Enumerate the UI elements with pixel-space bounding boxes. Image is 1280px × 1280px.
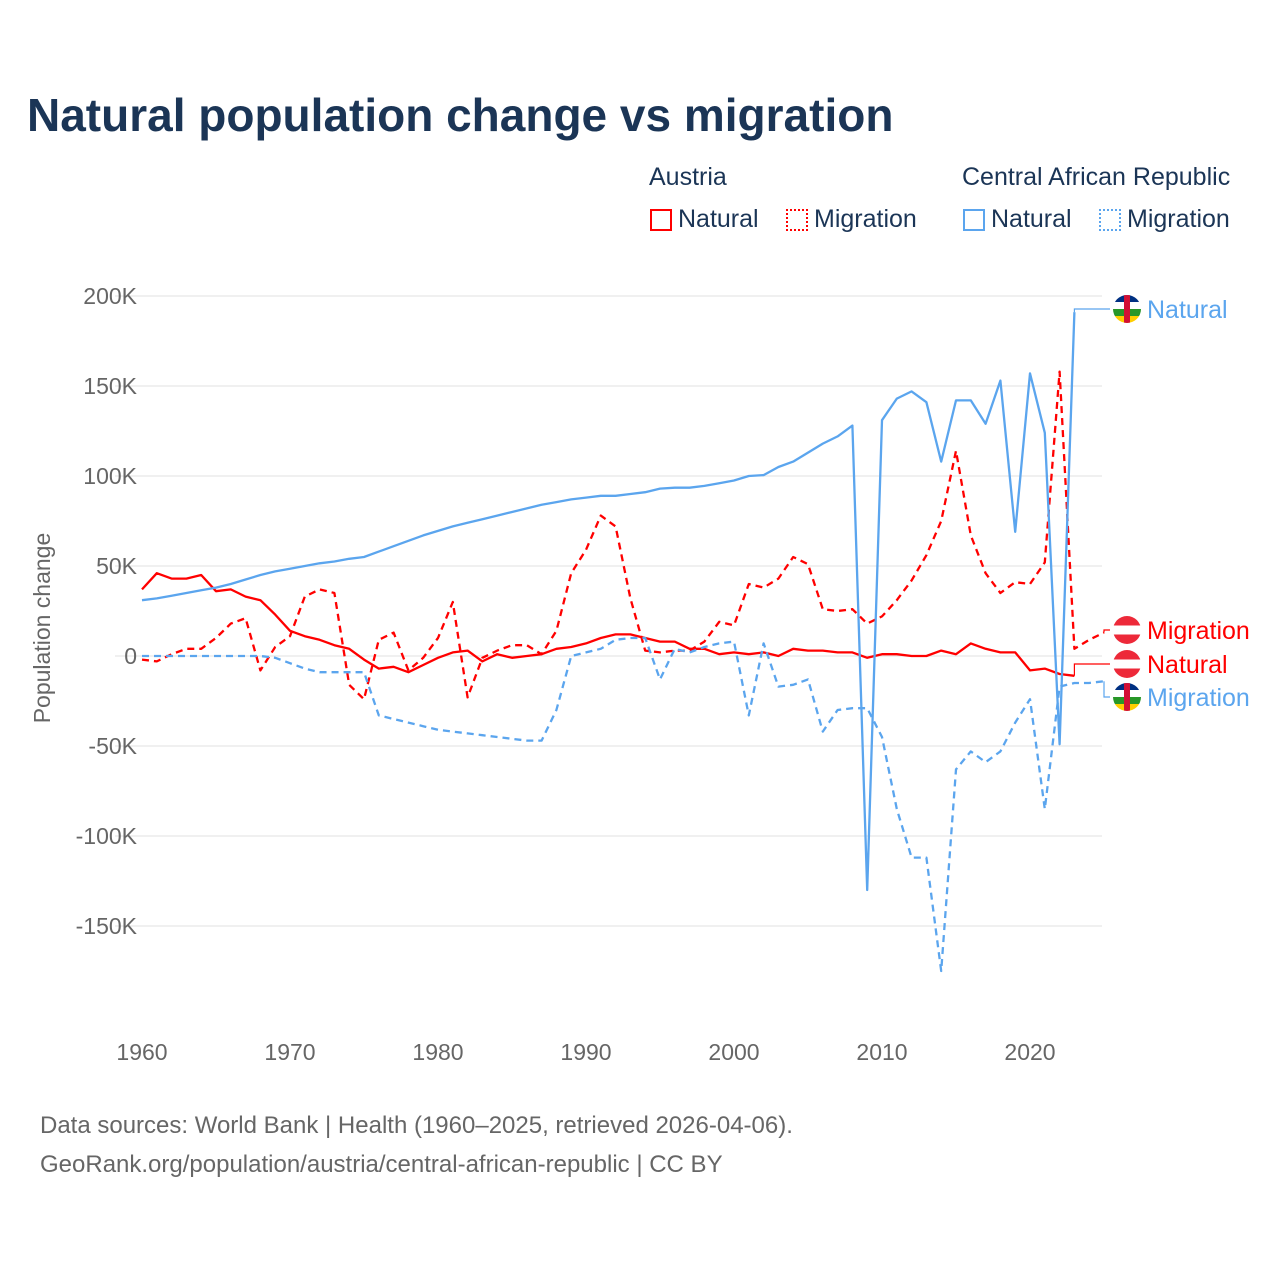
x-tick-label: 1970 (264, 1039, 315, 1065)
chart-title: Natural population change vs migration (27, 89, 894, 141)
legend-label: Migration (814, 205, 917, 233)
label-leader-line (1103, 681, 1110, 698)
line-chart: 200K 150K 100K 50K 0 -50K -100K -150K 1960 1970 19… (29, 283, 1250, 1065)
x-tick-label: 2010 (856, 1039, 907, 1065)
y-tick-label: 150K (83, 373, 137, 399)
x-tick-label: 1980 (412, 1039, 463, 1065)
label-leader-line (1073, 308, 1110, 313)
car-flag-icon (1124, 683, 1130, 711)
y-axis-label: Population change (29, 533, 55, 724)
y-tick-label: 200K (83, 283, 137, 309)
legend-car-natural[interactable]: Natural (963, 205, 1072, 234)
austria-flag-stripe (1113, 625, 1141, 635)
footer-sources: Data sources: World Bank | Health (1960–… (40, 1112, 793, 1139)
series-end-label: Migration (1147, 684, 1250, 712)
series-end-label: Migration (1147, 617, 1250, 645)
footer: Data sources: World Bank | Health (1960–… (40, 1106, 793, 1184)
label-leader-line (1073, 663, 1110, 676)
series-line-central-african-republic-migration (142, 636, 1105, 973)
x-tick-label: 2000 (708, 1039, 759, 1065)
y-tick-label: -150K (76, 913, 138, 939)
legend-label: Migration (1127, 205, 1230, 233)
series-line-central-african-republic-natural (141, 312, 1076, 892)
legend-swatch-solid (963, 208, 985, 231)
legend-swatch-dotted (1099, 208, 1121, 231)
legend-austria-migration[interactable]: Migration (786, 205, 917, 234)
legend-group-car: Central African Republic (962, 163, 1231, 191)
series-line-austria-migration (141, 370, 1105, 701)
series-end-label: Natural (1147, 296, 1228, 324)
y-tick-label: 50K (96, 553, 138, 579)
legend-group-austria: Austria (649, 163, 727, 191)
x-tick-label: 1990 (560, 1039, 611, 1065)
y-tick-label: -50K (88, 733, 137, 759)
x-tick-label: 1960 (116, 1039, 167, 1065)
legend-car-migration[interactable]: Migration (1099, 205, 1230, 234)
y-tick-label: 0 (124, 643, 137, 669)
austria-flag-stripe (1113, 659, 1141, 669)
x-tick-label: 2020 (1004, 1039, 1055, 1065)
legend-swatch-solid (650, 208, 672, 231)
car-flag-icon (1124, 295, 1130, 323)
legend-austria-natural[interactable]: Natural (650, 205, 759, 234)
legend-swatch-dotted (786, 208, 808, 231)
legend-label: Natural (678, 205, 759, 233)
series-end-label: Natural (1147, 651, 1228, 679)
footer-link[interactable]: GeoRank.org/population/austria/central-a… (40, 1151, 723, 1178)
legend-label: Natural (991, 205, 1072, 233)
y-tick-label: 100K (83, 463, 137, 489)
series-line-austria-natural (141, 572, 1075, 677)
y-tick-label: -100K (76, 823, 138, 849)
label-leader-line (1103, 629, 1110, 633)
